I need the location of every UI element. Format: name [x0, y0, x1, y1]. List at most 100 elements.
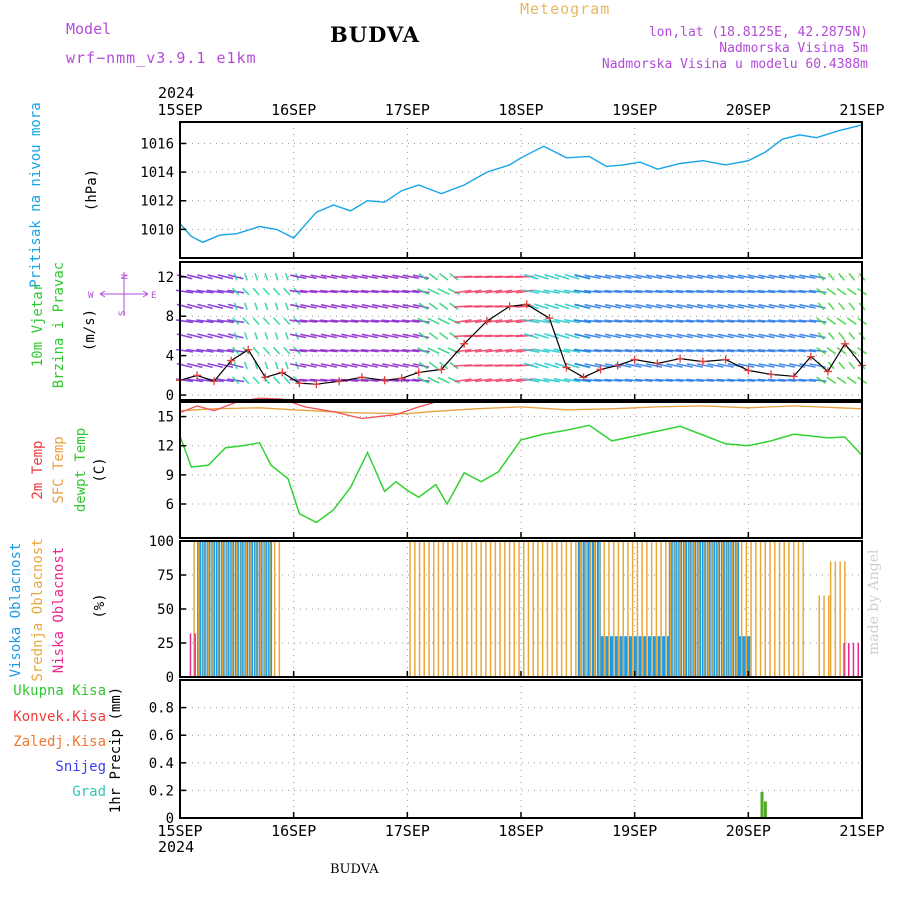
wind-arrow — [696, 363, 714, 368]
wind-arrow — [686, 274, 704, 280]
wind-arrow — [594, 274, 612, 280]
wind-arrow — [583, 349, 602, 353]
sfc-temp-line — [179, 405, 863, 415]
mid-cloud-bar — [240, 541, 243, 677]
x-tick-label-top: 21SEP — [839, 101, 884, 119]
wind-arrow — [758, 363, 775, 368]
y-tick-label: 1012 — [140, 194, 174, 210]
wind-arrow — [449, 302, 459, 311]
y-tick-label: 0.2 — [149, 783, 174, 799]
wind-arrow — [418, 302, 428, 311]
wind-arrow — [635, 319, 653, 323]
x-tick-label-top: 18SEP — [498, 101, 543, 119]
wind-arrow — [716, 319, 735, 323]
mid-cloud-bar — [669, 541, 672, 677]
high-cloud-bar — [746, 636, 751, 677]
wind-gust-marker — [840, 339, 849, 348]
wind-arrow — [808, 378, 827, 382]
wind-gust-marker — [193, 371, 202, 380]
wind-arrow — [439, 272, 449, 281]
wind-arrow — [207, 362, 224, 369]
year-bottom: 2024 — [158, 838, 195, 856]
mid-cloud-bar — [793, 541, 795, 677]
wind-arrow — [563, 289, 581, 294]
panel-frame — [179, 401, 863, 539]
mid-cloud-bar — [844, 561, 846, 677]
wind-arrow — [207, 303, 224, 310]
mid-cloud-bar — [674, 541, 677, 677]
wind-arrow — [686, 378, 704, 382]
mid-cloud-bar — [485, 541, 487, 677]
mid-cloud-bar — [560, 541, 563, 677]
wind-arrow — [341, 303, 358, 309]
mid-cloud-bar — [470, 541, 473, 677]
mid-cloud-bar — [442, 541, 444, 677]
wind-arrow — [757, 349, 776, 353]
y-tick-label: 12 — [157, 270, 174, 286]
mid-cloud-bar — [783, 541, 785, 677]
wind-arrow — [391, 319, 410, 323]
wind-gust-marker — [278, 368, 287, 377]
y-tick-label: 15 — [157, 410, 174, 426]
wind-arrow — [437, 288, 450, 296]
wind-arrow — [686, 349, 704, 353]
wind-arrow — [768, 378, 786, 382]
wind-arrow — [533, 348, 550, 353]
wind-arrow — [447, 347, 461, 355]
wind-arrow — [284, 302, 289, 311]
wind-arrow — [262, 346, 271, 355]
wind-arrow — [544, 362, 560, 369]
mid-cloud-bar — [818, 595, 820, 677]
wind-arrow — [196, 289, 214, 294]
wind-arrow — [666, 363, 683, 368]
mid-cloud-bar — [594, 541, 596, 677]
mid-cloud-bar — [264, 541, 266, 677]
wind-arrow — [309, 378, 328, 382]
wind-arrow — [272, 317, 281, 326]
mid-cloud-bar — [489, 541, 492, 677]
low-cloud-bar — [194, 633, 196, 677]
wind-arrow — [382, 363, 399, 368]
y-tick-label: 0 — [166, 670, 174, 686]
mid-cloud-bar — [226, 541, 228, 677]
wind-arrow — [175, 378, 194, 383]
wind-arrow — [676, 303, 693, 309]
wind-gust-marker — [505, 302, 514, 311]
wind-arrow — [778, 274, 796, 280]
panel-frame — [179, 679, 863, 819]
wind-arrow — [696, 333, 714, 339]
wind-arrow — [604, 319, 622, 323]
mid-cloud-bar — [646, 541, 648, 677]
mid-cloud-bar — [603, 541, 605, 677]
wind-arrow — [361, 349, 379, 353]
wind-arrow — [428, 332, 439, 340]
wind-arrow — [758, 333, 775, 339]
x-tick-label-top: 16SEP — [271, 101, 316, 119]
high-cloud-bar — [624, 636, 629, 677]
sfc-temp-axis-label: SFC Temp — [51, 436, 67, 503]
wind-arrow — [798, 319, 817, 323]
mid-cloud-bar — [829, 561, 832, 677]
wind-arrow — [675, 378, 694, 382]
wind-gust-marker — [698, 357, 707, 366]
wind-gust-marker — [437, 365, 446, 374]
wind-arrow — [816, 287, 827, 296]
wind-arrow — [816, 346, 827, 355]
wind-arrow — [826, 287, 837, 296]
wind-arrow — [290, 363, 307, 368]
wind-arrow — [748, 333, 765, 339]
wind-arrow — [614, 378, 633, 382]
wind-arrow — [412, 333, 430, 339]
wind-arrow — [737, 349, 755, 353]
wind-arrow — [206, 348, 224, 353]
mid-cloud-bar — [480, 541, 482, 677]
mid-cloud-bar — [698, 541, 700, 677]
mid-cloud-bar — [250, 541, 252, 677]
wind-arrow — [254, 332, 259, 340]
wind-arrow — [264, 302, 269, 311]
mid-cloud-bar — [584, 541, 587, 677]
wind-arrow — [758, 274, 775, 280]
pressure-line — [179, 124, 863, 244]
wind-arrow — [412, 349, 430, 353]
